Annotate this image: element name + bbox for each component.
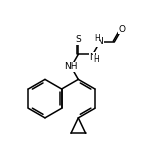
Text: O: O <box>118 25 125 34</box>
Text: NH: NH <box>64 62 78 71</box>
Text: H: H <box>94 34 100 43</box>
Text: N: N <box>89 53 96 62</box>
Text: N: N <box>97 37 103 46</box>
Text: H: H <box>93 55 99 64</box>
Text: S: S <box>75 35 81 45</box>
